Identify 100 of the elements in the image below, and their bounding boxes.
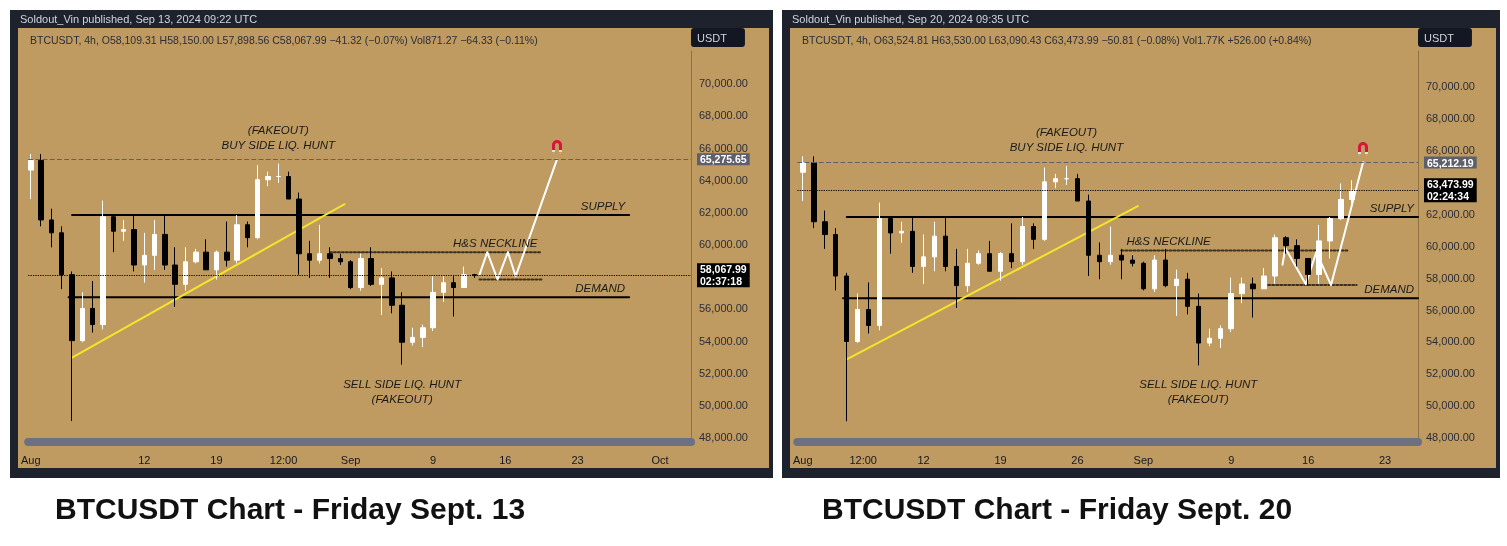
annotation: (FAKEOUT) xyxy=(1167,393,1229,406)
series-label: DEMAND xyxy=(1364,283,1414,296)
candlestick xyxy=(1218,325,1223,349)
x-tick-label: 12:00 xyxy=(269,453,298,466)
text: BTCUSDT Chart - Friday Sept. 13 xyxy=(55,492,526,526)
y-tick-label: 68,000.00 xyxy=(1426,112,1475,125)
candlestick xyxy=(1130,254,1135,267)
x-tick-label: Aug xyxy=(793,453,813,466)
candlestick xyxy=(152,219,157,271)
candlestick xyxy=(1338,182,1344,221)
candlestick xyxy=(1031,222,1036,250)
text: Soldout_Vin published, Sep 20, 2024 09:35 UTC xyxy=(792,13,1030,25)
x-tick-label: Sep xyxy=(340,453,361,466)
candlestick xyxy=(822,210,828,250)
series-label: SUPPLY xyxy=(580,200,627,213)
candlestick xyxy=(1228,277,1234,333)
candlestick xyxy=(286,171,291,200)
y-tick-label: 62,000.00 xyxy=(1426,207,1475,220)
candlestick xyxy=(1119,248,1124,280)
annotation: SELL SIDE LIQ. HUNT xyxy=(343,377,462,390)
candlestick xyxy=(317,224,322,264)
candlestick xyxy=(1163,248,1168,288)
y-tick-label: 48,000.00 xyxy=(1426,431,1475,444)
x-tick-label: Sep xyxy=(1133,453,1154,466)
candlestick xyxy=(255,164,260,240)
candlestick xyxy=(276,163,281,184)
candlestick xyxy=(921,234,926,285)
candlestick xyxy=(1261,267,1267,290)
ref-line-label: 65,212.19 xyxy=(1427,156,1474,169)
y-tick-label: 54,000.00 xyxy=(1426,335,1475,348)
y-tick-label: 54,000.00 xyxy=(699,334,748,347)
candlestick xyxy=(245,221,250,248)
y-tick-label: 50,000.00 xyxy=(699,398,748,411)
x-tick-label: 12 xyxy=(917,453,930,466)
candlestick xyxy=(441,275,446,303)
candlestick xyxy=(338,253,343,266)
line-series xyxy=(478,158,558,281)
x-tick-label: 9 xyxy=(1228,453,1235,466)
candlestick xyxy=(1053,173,1058,189)
candlestick xyxy=(1349,179,1355,205)
candlestick xyxy=(214,250,219,280)
candlestick xyxy=(1141,261,1146,291)
candlestick xyxy=(1207,328,1212,347)
candlestick xyxy=(800,155,806,202)
x-tick-label: 12 xyxy=(138,453,151,466)
y-axis-title: USDT xyxy=(1424,31,1455,44)
candlestick xyxy=(932,221,937,272)
x-tick-label: Oct xyxy=(651,453,669,466)
candlestick xyxy=(461,266,467,289)
candlestick xyxy=(193,248,199,264)
candlestick xyxy=(203,238,209,271)
series-label: DEMAND xyxy=(575,282,626,295)
candlestick xyxy=(1152,254,1157,293)
y-tick-label: 50,000.00 xyxy=(1426,399,1475,412)
x-tick-label: 26 xyxy=(1071,453,1084,466)
candlestick xyxy=(379,267,384,316)
y-tick-label: 60,000.00 xyxy=(699,238,748,251)
candlestick xyxy=(965,248,970,293)
series-label: SUPPLY xyxy=(1369,201,1416,214)
candlestick xyxy=(100,200,106,330)
ref-line-label: 63,473.99 02:24:34 xyxy=(1427,178,1474,203)
candlestick xyxy=(899,221,904,244)
candlestick xyxy=(987,240,992,272)
annotation: BUY SIDE LIQ. HUNT xyxy=(221,138,336,151)
y-axis-title: USDT xyxy=(697,31,728,44)
candlestick xyxy=(1020,216,1025,266)
y-tick-label: 52,000.00 xyxy=(1426,367,1475,380)
candlestick xyxy=(1042,167,1047,242)
candlestick xyxy=(1294,238,1300,267)
candlestick xyxy=(121,219,126,242)
y-tick-label: 60,000.00 xyxy=(1426,239,1475,252)
text: BTCUSDT Chart - Friday Sept. 20 xyxy=(822,492,1293,526)
text: BTCUSDT, 4h, O58,109.31 H58,150.00 L57,898.56 C58,067.99 −41.32 (−0.07%) Vol871.27 −64.33 (−0.11%) xyxy=(30,34,538,46)
candlestick xyxy=(877,202,882,331)
candlestick xyxy=(358,253,364,292)
candlestick xyxy=(80,291,85,343)
candlestick xyxy=(420,324,426,348)
x-tick-label: Aug xyxy=(21,453,41,466)
candlestick xyxy=(265,171,271,187)
y-tick-label: 52,000.00 xyxy=(699,366,748,379)
y-tick-label: 70,000.00 xyxy=(699,77,748,90)
text: BTCUSDT, 4h, O63,524.81 H63,530.00 L63,090.43 C63,473.99 −50.81 (−0.08%) Vol1.77K +526.00 (+0.84%) xyxy=(802,34,1312,46)
candlestick xyxy=(410,327,415,346)
candlestick xyxy=(183,246,188,292)
candlestick xyxy=(976,249,981,266)
candlestick xyxy=(1305,257,1311,287)
candlestick xyxy=(1097,242,1102,280)
candlestick xyxy=(38,153,44,227)
annotation: (FAKEOUT) xyxy=(247,123,309,136)
candlestick xyxy=(1108,226,1113,266)
ref-line-label: 65,275.65 xyxy=(700,153,747,166)
candlestick xyxy=(28,153,34,200)
x-tick-label: 12:00 xyxy=(849,453,877,466)
candlestick xyxy=(1283,235,1289,255)
annotation: (FAKEOUT) xyxy=(371,392,433,405)
y-tick-label: 48,000.00 xyxy=(699,431,748,444)
candlestick xyxy=(855,293,860,344)
x-tick-label: 19 xyxy=(994,453,1007,466)
candlestick xyxy=(998,251,1003,282)
candlestick xyxy=(430,275,436,332)
